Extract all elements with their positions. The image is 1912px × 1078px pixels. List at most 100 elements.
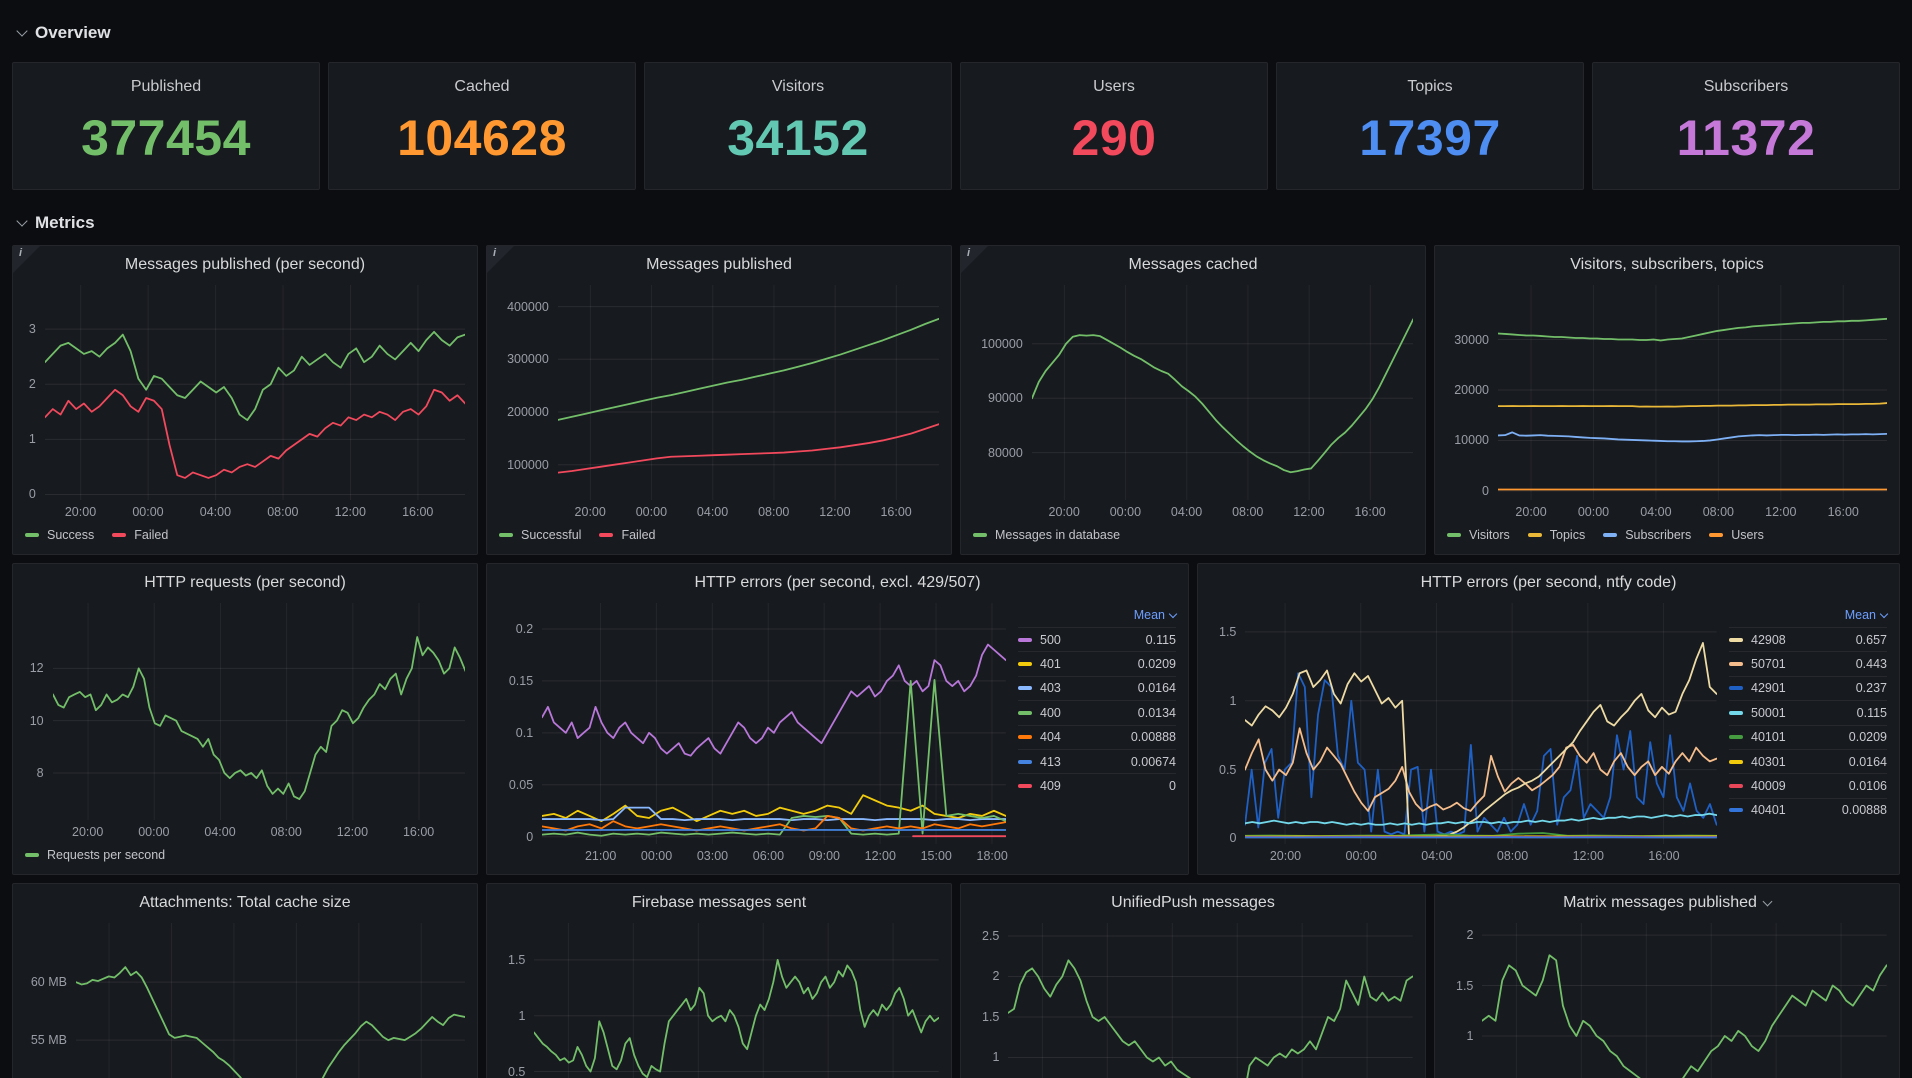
series-500	[542, 645, 1006, 756]
legend-table-sort-mean[interactable]: Mean	[1018, 603, 1178, 627]
panel-title-text: Attachments: Total cache size	[139, 893, 351, 911]
x-tick-label: 16:00	[1648, 849, 1680, 863]
chart-plot[interactable]	[53, 603, 465, 820]
x-tick-label: 18:00	[976, 849, 1008, 863]
legend-row-413[interactable]: 413 0.00674	[1018, 748, 1176, 773]
legend-label: 42908	[1751, 632, 1786, 647]
y-axis: 80000 90000 100000	[969, 285, 1032, 500]
series-Firebase messages sent	[534, 960, 939, 1077]
stat-value: 17397	[1359, 109, 1501, 166]
panel-title-unifiedpush-messages[interactable]: UnifiedPush messages	[961, 884, 1425, 921]
stat-value: 104628	[397, 109, 567, 166]
legend-swatch	[1447, 533, 1461, 537]
chart-area: 8 10 12 20:00 00:00 04:00 08:00 12:00 16:00 Reque…	[13, 601, 477, 874]
legend-swatch	[1729, 808, 1743, 813]
info-icon[interactable]: i	[961, 246, 988, 273]
legend-item-failed[interactable]: Failed	[112, 528, 168, 542]
legend-item-success[interactable]: Success	[25, 528, 94, 542]
legend-item-successful[interactable]: Successful	[499, 528, 581, 542]
panel-title-matrix-messages[interactable]: Matrix messages published	[1435, 884, 1899, 921]
legend-row-403[interactable]: 403 0.0164	[1018, 675, 1176, 700]
legend-row-404[interactable]: 404 0.00888	[1018, 724, 1176, 749]
legend-table-sort-mean[interactable]: Mean	[1729, 603, 1889, 627]
legend-row-50701[interactable]: 50701 0.443	[1729, 651, 1887, 675]
legend-row-40301[interactable]: 40301 0.0164	[1729, 748, 1887, 773]
chart-plot[interactable]	[1245, 603, 1717, 844]
panel-title-http-errors-excl[interactable]: HTTP errors (per second, excl. 429/507)	[487, 564, 1188, 601]
legend-swatch	[1729, 710, 1743, 715]
y-tick-label: 0.5	[508, 1064, 526, 1078]
chart-plot[interactable]	[45, 285, 465, 500]
x-tick-label: 04:00	[696, 505, 729, 519]
x-tick-label: 08:00	[758, 505, 790, 519]
chart-plot[interactable]	[1032, 285, 1413, 500]
legend-item-failed[interactable]: Failed	[599, 528, 656, 542]
y-axis: 0 0.05 0.1 0.15 0.2	[495, 603, 542, 844]
panel-title-text: Messages published (per second)	[124, 255, 366, 273]
y-tick-label: 20000	[1454, 382, 1489, 397]
stat-panel-subscribers: Subscribers 11372	[1592, 62, 1900, 190]
legend: Success Failed	[21, 523, 465, 547]
panel-title-http-errors-ntfy[interactable]: HTTP errors (per second, ntfy code)	[1198, 564, 1899, 601]
y-tick-label: 400000	[507, 299, 549, 314]
x-tick-label: 08:00	[267, 505, 299, 519]
panel-title-messages-published-rate[interactable]: Messages published (per second)	[13, 246, 477, 283]
panel-title-messages-published-total[interactable]: Messages published	[487, 246, 951, 283]
panel-title-http-requests[interactable]: HTTP requests (per second)	[13, 564, 477, 601]
stat-value: 377454	[81, 109, 251, 166]
legend-row-400[interactable]: 400 0.0134	[1018, 700, 1176, 724]
x-tick-label: 12:00	[1572, 849, 1604, 863]
chart-plot[interactable]	[76, 923, 465, 1078]
legend-item-users[interactable]: Users	[1709, 528, 1764, 542]
info-icon[interactable]: i	[487, 246, 514, 273]
y-tick-label: 55 MB	[30, 1033, 67, 1048]
panel-row-2: HTTP requests (per second) 8 10 12 20:00 00:0…	[12, 563, 1900, 875]
chart-plot[interactable]	[542, 603, 1006, 844]
y-axis: 0 10000 20000 30000	[1443, 285, 1498, 500]
legend-item-messages-in-database[interactable]: Messages in database	[973, 528, 1120, 542]
legend-item-topics[interactable]: Topics	[1527, 528, 1586, 542]
legend-label: 400	[1040, 705, 1061, 720]
y-tick-label: 1	[28, 432, 36, 447]
legend-label: Topics	[1549, 528, 1586, 542]
y-tick-label: 1.5	[1219, 624, 1237, 639]
legend-row-401[interactable]: 401 0.0209	[1018, 651, 1176, 675]
y-tick-label: 10	[29, 713, 44, 728]
chart-plot[interactable]	[1008, 923, 1413, 1078]
legend-row-409[interactable]: 409 0	[1018, 773, 1176, 797]
info-icon[interactable]: i	[13, 246, 40, 273]
legend-row-40009[interactable]: 40009 0.0106	[1729, 773, 1887, 797]
chart-plot[interactable]	[1482, 923, 1887, 1078]
chart-plot[interactable]	[558, 285, 939, 500]
legend-row-42901[interactable]: 42901 0.237	[1729, 675, 1887, 700]
y-tick-label: 3	[28, 322, 36, 337]
y-tick-label: 2	[28, 377, 36, 392]
legend-item-visitors[interactable]: Visitors	[1447, 528, 1510, 542]
panel-title-messages-cached[interactable]: Messages cached	[961, 246, 1425, 283]
section-metrics[interactable]: Metrics	[16, 206, 1912, 240]
panel-title-attachments-cache-size[interactable]: Attachments: Total cache size	[13, 884, 477, 921]
legend-swatch	[1018, 759, 1032, 764]
legend-row-500[interactable]: 500 0.115	[1018, 627, 1176, 651]
legend-row-50001[interactable]: 50001 0.115	[1729, 700, 1887, 724]
panel-title-text: Messages published	[646, 255, 792, 273]
chart-area: 100000 200000 300000 400000 20:00 00:00 04:00 0…	[487, 283, 951, 554]
panel-title-visitors-subscribers-topics[interactable]: Visitors, subscribers, topics	[1435, 246, 1899, 283]
section-overview[interactable]: Overview	[16, 16, 1912, 50]
legend-mean-value: 0.0209	[1137, 657, 1176, 672]
legend-item-requests-per-second[interactable]: Requests per second	[25, 848, 165, 862]
legend-label: Failed	[621, 528, 656, 542]
series-42908	[1245, 643, 1717, 836]
panel-title-firebase-messages[interactable]: Firebase messages sent	[487, 884, 951, 921]
x-tick-label: 00:00	[1577, 505, 1610, 519]
chart-plot[interactable]	[534, 923, 939, 1078]
legend-row-40401[interactable]: 40401 0.00888	[1729, 797, 1887, 822]
legend-item-subscribers[interactable]: Subscribers	[1603, 528, 1691, 542]
chart-plot[interactable]	[1498, 285, 1887, 500]
x-tick-label: 12:00	[336, 825, 369, 839]
legend-row-40101[interactable]: 40101 0.0209	[1729, 724, 1887, 749]
panel-title-text: Messages cached	[1128, 255, 1258, 273]
legend-row-42908[interactable]: 42908 0.657	[1729, 627, 1887, 651]
y-tick-label: 1	[1466, 1028, 1474, 1043]
legend-label: 500	[1040, 632, 1061, 647]
